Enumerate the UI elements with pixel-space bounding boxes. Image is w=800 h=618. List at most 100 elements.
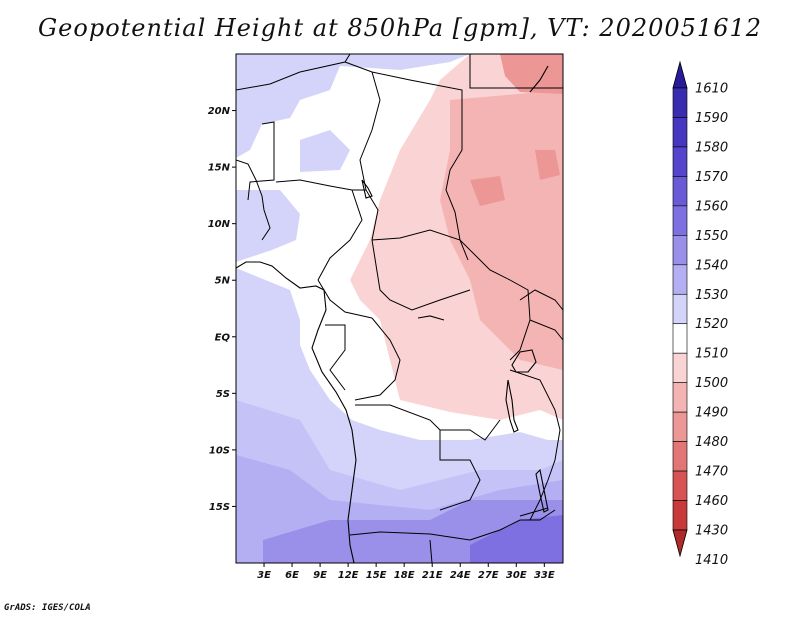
colorbar-swatch — [672, 441, 688, 472]
lat-tick-label: 15N — [208, 163, 231, 174]
lon-tick-label: 15E — [366, 570, 387, 581]
colorbar-level-label: 1460 — [695, 494, 728, 509]
field-pink-patch — [470, 176, 505, 206]
lat-tick-label: 5S — [216, 389, 230, 400]
lake-chad — [361, 179, 373, 199]
colorbar-arrow-bottom — [672, 529, 688, 558]
field-lavender-north-strip — [236, 54, 470, 70]
colorbar-level-label: 1560 — [695, 199, 728, 214]
lon-tick-label: 21E — [422, 570, 443, 581]
lon-tick-label: 12E — [338, 570, 359, 581]
border-car — [371, 229, 511, 281]
lake-kariba — [519, 507, 549, 517]
field-lavender-sahel-patch — [300, 130, 350, 172]
colorbar-swatch — [672, 264, 688, 295]
colorbar-swatch — [672, 117, 688, 148]
longitude-axis: 3E 6E 9E 12E 15E 18E 21E 24E 27E 30E 33E — [257, 563, 555, 581]
lat-tick-label: 20N — [208, 106, 231, 117]
map-title: Geopotential Height at 850hPa [gpm], VT:… — [38, 14, 762, 42]
border-car-south — [371, 239, 471, 311]
colorbar-level-label: 1510 — [695, 347, 728, 362]
field-lavender-northwest — [236, 54, 340, 158]
lon-tick-label: 24E — [450, 570, 471, 581]
colorbar-level-label: 1500 — [695, 376, 728, 391]
border-ethiopia — [519, 289, 563, 311]
colorbar-level-label: 1590 — [695, 111, 728, 126]
field-pink-east — [440, 90, 563, 370]
colorbar-level-label: 1570 — [695, 170, 728, 185]
colorbar-swatch — [672, 352, 688, 383]
field-pink-northeast — [500, 54, 563, 94]
height-field — [236, 54, 563, 563]
lat-tick-label: 15S — [209, 502, 230, 513]
field-lavender-deepest — [470, 515, 563, 563]
lake-victoria — [511, 349, 537, 373]
lat-tick-label: 10S — [209, 445, 230, 456]
colorbar-swatch — [672, 411, 688, 442]
colorbar-swatch — [672, 500, 688, 531]
colorbar-level-label: 1550 — [695, 229, 728, 244]
red-sea-coast — [529, 65, 549, 93]
lon-tick-label: 18E — [394, 570, 415, 581]
colorbar-swatch — [672, 323, 688, 354]
colorbar-swatch — [672, 382, 688, 413]
border-egypt-libya — [469, 54, 563, 89]
colorbar-swatch — [672, 470, 688, 501]
border-nigeria-cameroon — [317, 189, 363, 281]
colorbar-level-label: 1410 — [695, 553, 728, 568]
border-gabon-congo — [325, 324, 346, 391]
border-mozambique — [529, 479, 549, 521]
border-congo-drc — [354, 317, 401, 401]
border-niger-chad — [359, 71, 381, 241]
lake-malawi — [535, 468, 549, 513]
lake-tanganyika — [505, 379, 519, 433]
colorbar-level-label: 1540 — [695, 258, 728, 273]
lon-tick-label: 33E — [534, 570, 555, 581]
country-borders — [236, 54, 563, 563]
coastline-west-africa — [236, 261, 357, 563]
lon-tick-label: 3E — [257, 570, 271, 581]
border-kenya — [529, 319, 563, 341]
border-namibia-botswana — [429, 539, 433, 563]
colorbar: 1610 1590 1580 1570 1560 1550 1540 1530 1520 1510… — [672, 60, 728, 568]
colorbar-level-label: 1580 — [695, 140, 728, 155]
latitude-axis: 20N 15N 10N 5N EQ 5S 10S 15S — [208, 106, 236, 513]
colorbar-swatch — [672, 146, 688, 177]
lat-tick-label: 5N — [215, 276, 231, 287]
coastlines — [236, 65, 549, 563]
border-nigeria-north — [275, 179, 366, 191]
colorbar-level-label: 1520 — [695, 317, 728, 332]
lon-tick-label: 30E — [506, 570, 527, 581]
border-mali-niger — [247, 121, 275, 201]
border-zambia-south — [469, 509, 556, 541]
lat-tick-label: EQ — [215, 332, 231, 343]
colorbar-swatch — [672, 87, 688, 118]
border-tanzania — [509, 369, 561, 481]
colorbar-arrow-top — [672, 60, 688, 89]
colorbar-swatch — [672, 293, 688, 325]
lon-tick-label: 6E — [285, 570, 299, 581]
border-west-coast — [236, 159, 271, 241]
border-angola-namibia — [349, 531, 471, 541]
border-north-1 — [236, 54, 351, 91]
colorbar-level-label: 1480 — [695, 435, 728, 450]
lon-tick-label: 9E — [313, 570, 327, 581]
map-figure: 20N 15N 10N 5N EQ 5S 10S 15S 3E 6E 9E 12E 15E 18E 21E… — [208, 53, 728, 581]
border-north-2 — [344, 61, 463, 108]
field-pink-patch-2 — [535, 150, 560, 180]
map-frame — [235, 53, 564, 564]
colorbar-swatch — [672, 176, 688, 207]
congo-river-lakes — [417, 315, 445, 321]
colorbar-swatch — [672, 205, 688, 236]
colorbar-level-label: 1530 — [695, 288, 728, 303]
colorbar-level-label: 1610 — [695, 82, 728, 97]
colorbar-level-label: 1430 — [695, 524, 728, 539]
lon-tick-label: 27E — [478, 570, 499, 581]
border-angola-zambia — [439, 430, 481, 511]
lat-tick-label: 10N — [208, 219, 231, 230]
grads-credit: GrADS: IGES/COLA — [4, 603, 91, 613]
field-lavender-west-coast — [236, 190, 300, 262]
colorbar-swatch — [672, 235, 688, 266]
colorbar-level-label: 1470 — [695, 465, 728, 480]
colorbar-level-label: 1490 — [695, 406, 728, 421]
